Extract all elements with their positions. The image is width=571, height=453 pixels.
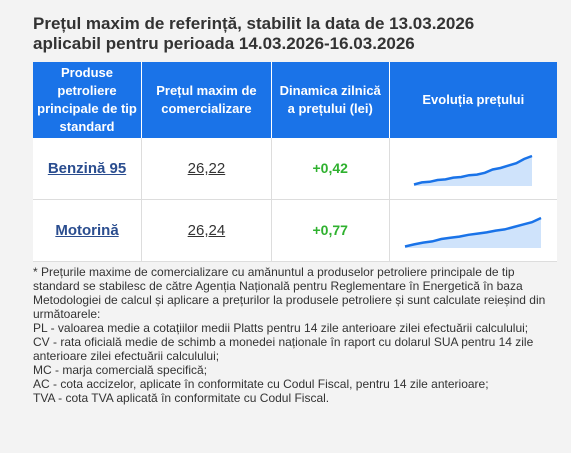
- product-cell: Benzină 95: [33, 138, 143, 200]
- column-header-change: Dinamica zilnică a prețului (lei): [271, 62, 390, 138]
- footnote-tva: TVA - cota TVA aplicată în conformitate …: [33, 391, 330, 405]
- footnote-intro: * Prețurile maxime de comercializare cu …: [33, 265, 546, 321]
- price-cell: 26,24: [141, 199, 272, 262]
- change-cell: +0,77: [271, 199, 390, 262]
- title-line-1: Prețul maxim de referință, stabilit la d…: [33, 14, 475, 33]
- column-header-product: Produse petroliere principale de tip sta…: [33, 62, 143, 138]
- product-link-motorina[interactable]: Motorină: [55, 222, 119, 239]
- price-link-benzina[interactable]: 26,22: [187, 160, 226, 177]
- change-value-benzina: +0,42: [312, 160, 348, 176]
- trend-sparkline-benzina: [413, 154, 533, 186]
- footnotes: * Prețurile maxime de comercializare cu …: [33, 265, 553, 405]
- footnote-ac: AC - cota accizelor, aplicate în conform…: [33, 377, 489, 391]
- product-link-benzina[interactable]: Benzină 95: [47, 160, 127, 177]
- price-cell: 26,22: [141, 138, 272, 200]
- footnote-pl: PL - valoarea medie a cotațiilor medii P…: [33, 321, 529, 335]
- change-value-motorina: +0,77: [312, 222, 348, 238]
- table-row: Motorină 26,24 +0,77: [33, 199, 557, 262]
- column-header-price: Prețul maxim de comercializare: [141, 62, 272, 138]
- price-link-motorina[interactable]: 26,24: [187, 222, 226, 239]
- trend-area: [414, 155, 533, 186]
- table-row: Benzină 95 26,22 +0,42: [33, 138, 557, 200]
- trend-cell: [389, 138, 557, 200]
- table-header-row: Produse petroliere principale de tip sta…: [33, 62, 557, 138]
- trend-line: [413, 154, 533, 186]
- page-title: Prețul maxim de referință, stabilit la d…: [33, 14, 563, 54]
- trend-line: [405, 216, 542, 248]
- product-cell: Motorină: [33, 199, 143, 262]
- trend-sparkline-motorina: [405, 216, 542, 248]
- footnote-mc: MC - marja comercială specifică;: [33, 363, 208, 377]
- title-line-2: aplicabil pentru perioada 14.03.2026-16.…: [33, 34, 415, 53]
- column-header-trend: Evoluția prețului: [389, 62, 557, 138]
- trend-cell: [389, 199, 557, 262]
- price-table: Produse petroliere principale de tip sta…: [33, 62, 557, 262]
- footnote-cv: CV - rata oficială medie de schimb a mon…: [33, 335, 534, 363]
- change-cell: +0,42: [271, 138, 390, 200]
